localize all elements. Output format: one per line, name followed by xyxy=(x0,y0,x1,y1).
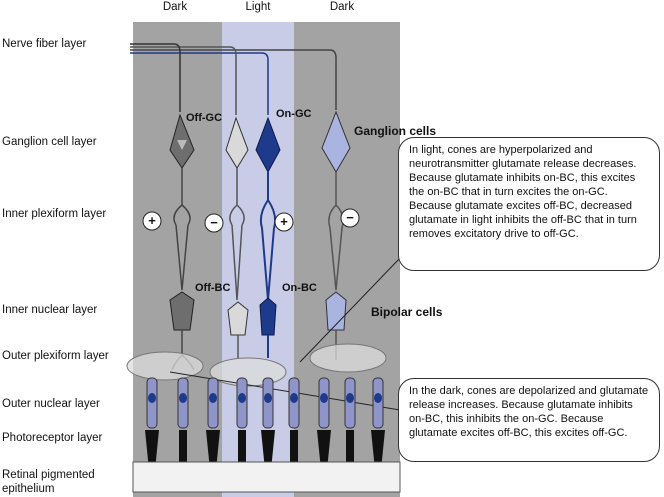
label-rpe-line1: Retinal pigmented xyxy=(2,469,95,481)
rod-outer-segment xyxy=(238,430,246,462)
off-gc-light-cell xyxy=(225,116,249,358)
sign-circles xyxy=(142,208,360,233)
cone-outer-segment xyxy=(261,430,275,470)
synapse-ellipses xyxy=(126,343,387,387)
cone-outer-segment xyxy=(371,430,385,470)
sign-plus-ongc: + xyxy=(280,214,288,229)
rpe-band xyxy=(132,461,401,493)
label-nerve-fiber: Nerve fiber layer xyxy=(2,38,87,50)
photoreceptor-nucleus xyxy=(290,393,298,403)
rod-outer-segment xyxy=(179,430,187,462)
column-dark-right: Dark xyxy=(329,1,355,13)
callout-light: In light, cones are hyperpolarized and n… xyxy=(398,137,660,271)
light-column-background xyxy=(222,22,294,497)
label-inner-plexiform: Inner plexiform layer xyxy=(2,208,107,220)
photoreceptor-nucleus xyxy=(179,393,187,403)
photoreceptor-nucleus xyxy=(346,393,354,403)
label-inner-nuclear: Inner nuclear layer xyxy=(2,304,98,316)
photoreceptor-nucleus xyxy=(238,393,246,403)
photoreceptors xyxy=(145,377,385,470)
label-bipolar-cells: Bipolar cells xyxy=(371,305,443,319)
sign-minus-offgc-light: − xyxy=(210,215,218,230)
cone-outer-segment xyxy=(145,430,159,470)
label-photoreceptor: Photoreceptor layer xyxy=(2,432,103,444)
photoreceptor-nucleus xyxy=(148,393,156,403)
label-rpe-line2: epithelium xyxy=(2,483,55,495)
label-outer-plexiform: Outer plexiform layer xyxy=(2,350,109,362)
off-gc-cell xyxy=(169,113,195,371)
on-gc-cell xyxy=(255,116,281,358)
photoreceptor-nucleus xyxy=(374,393,382,403)
label-ganglion-cells: Ganglion cells xyxy=(354,124,437,138)
photoreceptor-nucleus xyxy=(320,393,328,403)
nerve-fibers xyxy=(130,43,337,115)
label-outer-nuclear: Outer nuclear layer xyxy=(2,398,100,410)
label-on-gc: On-GC xyxy=(276,108,312,120)
callout-pointers xyxy=(169,257,401,411)
sign-plus-offgc: + xyxy=(148,213,156,228)
rod-outer-segment xyxy=(290,430,298,462)
column-light: Light xyxy=(245,1,271,13)
cone-outer-segment xyxy=(317,430,331,470)
sign-minus-ongc-right: − xyxy=(346,210,354,225)
label-ganglion-cell: Ganglion cell layer xyxy=(2,136,97,148)
column-dark-left: Dark xyxy=(162,1,188,13)
callout-dark: In the dark, cones are depolarized and g… xyxy=(398,378,660,462)
rod-outer-segment xyxy=(346,430,354,462)
cone-outer-segment xyxy=(206,430,220,470)
label-off-bc: Off-BC xyxy=(195,282,231,294)
label-off-gc: Off-GC xyxy=(186,112,223,124)
label-on-bc: On-BC xyxy=(282,282,317,294)
photoreceptor-nucleus xyxy=(264,393,272,403)
photoreceptor-nucleus xyxy=(209,393,217,403)
